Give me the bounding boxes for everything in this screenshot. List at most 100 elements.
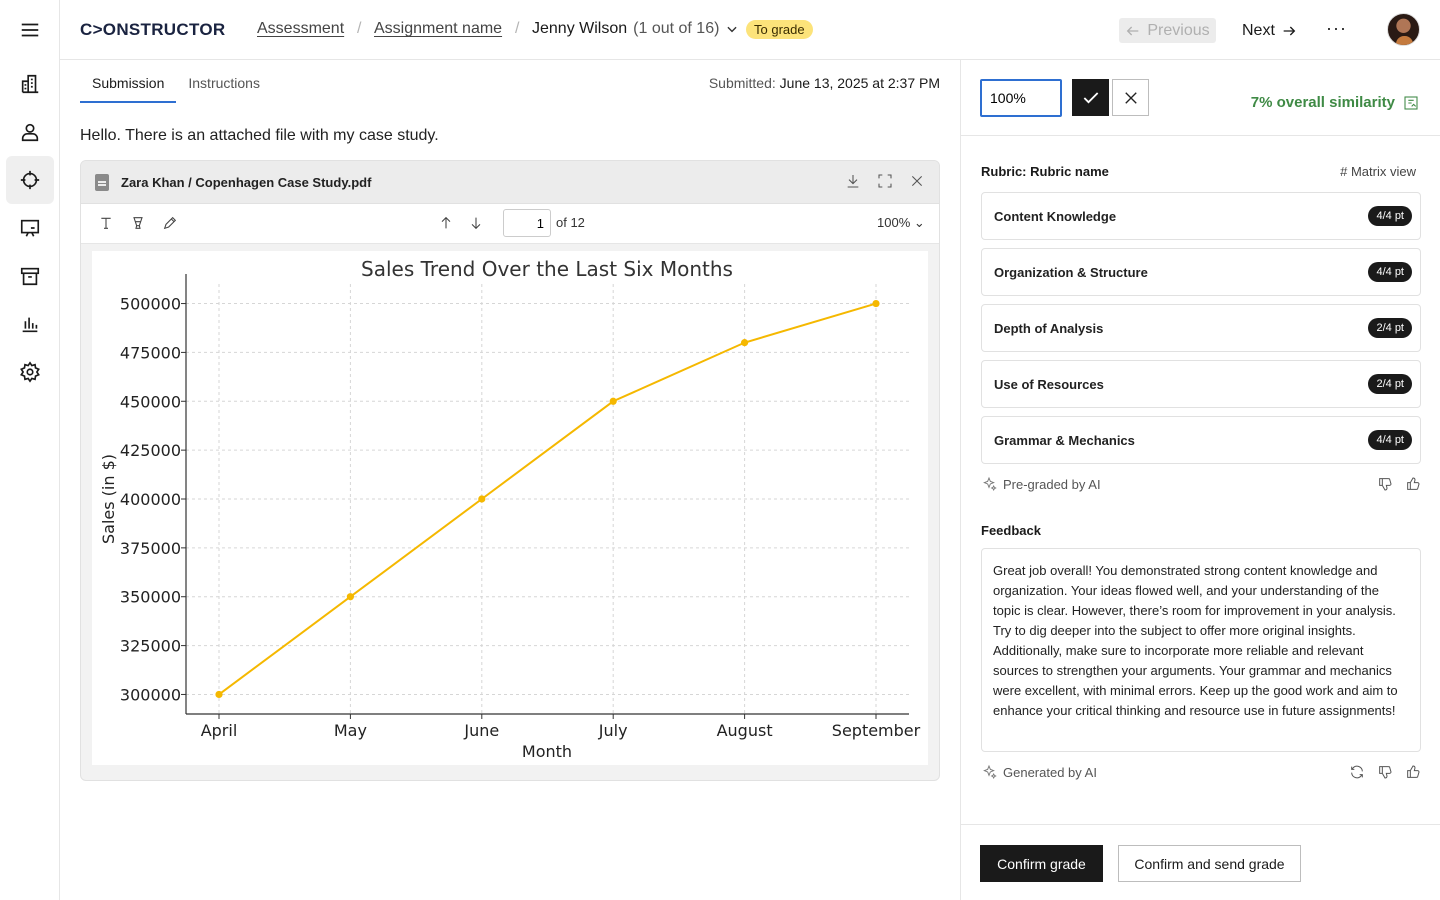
arrow-down-icon[interactable] <box>467 214 485 232</box>
chart-x-tick-label: April <box>201 721 238 740</box>
zoom-select[interactable]: 100% ⌄ <box>877 215 925 231</box>
check-icon <box>1083 91 1098 103</box>
pencil-icon[interactable] <box>161 214 179 232</box>
page-number-input[interactable] <box>503 209 551 237</box>
viewer-toolbar: of 12 100% ⌄ <box>81 204 939 244</box>
grading-panel: 7% overall similarity Rubric: Rubric nam… <box>960 60 1440 900</box>
criterion-label: Use of Resources <box>994 376 1104 392</box>
chart-y-tick-label: 325000 <box>120 637 181 656</box>
person-icon[interactable] <box>6 108 54 156</box>
chart-y-tick-label: 475000 <box>120 343 181 362</box>
next-label: Next <box>1242 21 1275 39</box>
download-icon[interactable] <box>845 173 861 189</box>
grading-footer: Confirm grade Confirm and send grade <box>961 824 1440 900</box>
close-icon <box>1124 91 1137 104</box>
chart-y-tick-label: 375000 <box>120 539 181 558</box>
chart-y-label: Sales (in $) <box>99 454 118 544</box>
thumbs-up-icon[interactable] <box>1405 764 1421 780</box>
chart-data-point <box>609 397 617 405</box>
tab-instructions[interactable]: Instructions <box>188 75 260 91</box>
chart-x-tick-label: June <box>463 721 499 740</box>
chart-data-point <box>741 339 749 347</box>
criterion-label: Organization & Structure <box>994 264 1148 280</box>
previous-button[interactable]: Previous <box>1119 18 1216 43</box>
criterion-score: 4/4 pt <box>1368 206 1412 226</box>
chart-title: Sales Trend Over the Last Six Months <box>361 257 733 281</box>
reject-grade-button[interactable] <box>1112 79 1149 116</box>
chevron-down-icon: ⌄ <box>910 215 925 230</box>
thumbs-up-icon[interactable] <box>1405 476 1421 492</box>
submitted-label: Submitted: <box>708 75 776 91</box>
viewer-header: Zara Khan / Copenhagen Case Study.pdf <box>81 161 939 204</box>
grade-input[interactable] <box>980 79 1062 117</box>
rubric-label: Rubric: <box>981 164 1027 179</box>
text-tool-icon[interactable] <box>97 214 115 232</box>
more-options-icon[interactable]: ··· <box>1326 18 1347 38</box>
next-button[interactable]: Next <box>1242 18 1297 43</box>
ai-sparkle-icon <box>981 476 997 492</box>
breadcrumb-assignment[interactable]: Assignment name <box>374 20 503 37</box>
close-icon[interactable] <box>909 173 925 189</box>
chart-y-tick-label: 425000 <box>120 441 181 460</box>
page-count: of 12 <box>556 215 585 230</box>
app-logo[interactable]: C>ONSTRUCTOR <box>80 20 226 39</box>
chart-data-point <box>478 495 486 503</box>
criterion-row[interactable]: Grammar & Mechanics 4/4 pt <box>981 416 1421 464</box>
top-bar: C>ONSTRUCTOR Assessment / Assignment nam… <box>60 0 1440 60</box>
criterion-label: Grammar & Mechanics <box>994 432 1135 448</box>
criterion-row[interactable]: Organization & Structure 4/4 pt <box>981 248 1421 296</box>
bar-chart-icon[interactable] <box>6 300 54 348</box>
grade-bar: 7% overall similarity <box>961 60 1440 136</box>
similarity-label: 7% overall similarity <box>1250 94 1395 111</box>
chart-x-tick-label: May <box>334 721 367 740</box>
tab-bar: Submission Instructions <box>80 72 272 103</box>
confirm-send-grade-button[interactable]: Confirm and send grade <box>1118 845 1301 882</box>
submitted-info: Submitted: June 13, 2025 at 2:37 PM <box>709 75 940 91</box>
criterion-score: 2/4 pt <box>1368 318 1412 338</box>
chart-x-label: Month <box>522 742 572 761</box>
gear-icon[interactable] <box>6 348 54 396</box>
ai-sparkle-icon <box>981 764 997 780</box>
menu-icon[interactable] <box>18 18 42 42</box>
criterion-row[interactable]: Use of Resources 2/4 pt <box>981 360 1421 408</box>
file-icon <box>95 174 109 191</box>
submission-message: Hello. There is an attached file with my… <box>80 127 439 144</box>
chart-x-tick-label: July <box>598 721 628 740</box>
breadcrumb-assessment[interactable]: Assessment <box>257 20 345 37</box>
criterion-row[interactable]: Content Knowledge 4/4 pt <box>981 192 1421 240</box>
regenerate-icon[interactable] <box>1349 764 1365 780</box>
highlighter-icon[interactable] <box>129 214 147 232</box>
criterion-row[interactable]: Depth of Analysis 2/4 pt <box>981 304 1421 352</box>
accept-grade-button[interactable] <box>1072 79 1109 116</box>
thumbs-down-icon[interactable] <box>1377 476 1393 492</box>
similarity-link[interactable]: 7% overall similarity <box>1251 94 1419 111</box>
crosshair-icon[interactable] <box>6 156 54 204</box>
chart-data-point <box>346 593 354 601</box>
thumbs-down-icon[interactable] <box>1377 764 1393 780</box>
presentation-icon[interactable] <box>6 204 54 252</box>
matrix-view-link[interactable]: # Matrix view <box>1340 164 1416 179</box>
pdf-page: Sales Trend Over the Last Six Months 3000… <box>92 251 928 765</box>
chart-y-tick-label: 300000 <box>120 685 181 704</box>
fullscreen-icon[interactable] <box>877 173 893 189</box>
chart-x-tick-label: September <box>832 721 921 740</box>
tab-submission[interactable]: Submission <box>80 72 177 103</box>
rubric-criteria: Content Knowledge 4/4 pt Organization & … <box>981 192 1421 472</box>
student-selector[interactable]: Jenny Wilson (1 out of 16) <box>532 20 739 38</box>
arrow-left-icon <box>1127 26 1139 35</box>
student-name: Jenny Wilson <box>532 20 628 37</box>
archive-icon[interactable] <box>6 252 54 300</box>
feedback-text[interactable]: Great job overall! You demonstrated stro… <box>981 548 1421 752</box>
chart-y-tick-label: 500000 <box>120 295 181 314</box>
previous-label: Previous <box>1147 21 1210 39</box>
pregraded-ai-row: Pre-graded by AI <box>981 474 1421 494</box>
criterion-score: 2/4 pt <box>1368 374 1412 394</box>
arrow-up-icon[interactable] <box>437 214 455 232</box>
confirm-grade-button[interactable]: Confirm grade <box>980 845 1103 882</box>
similarity-report-icon <box>1404 95 1418 110</box>
avatar[interactable] <box>1387 13 1420 46</box>
criterion-label: Content Knowledge <box>994 208 1117 224</box>
building-icon[interactable] <box>6 60 54 108</box>
chart-y-tick-label: 400000 <box>120 490 181 509</box>
pdf-viewer: Zara Khan / Copenhagen Case Study.pdf of… <box>80 160 940 781</box>
